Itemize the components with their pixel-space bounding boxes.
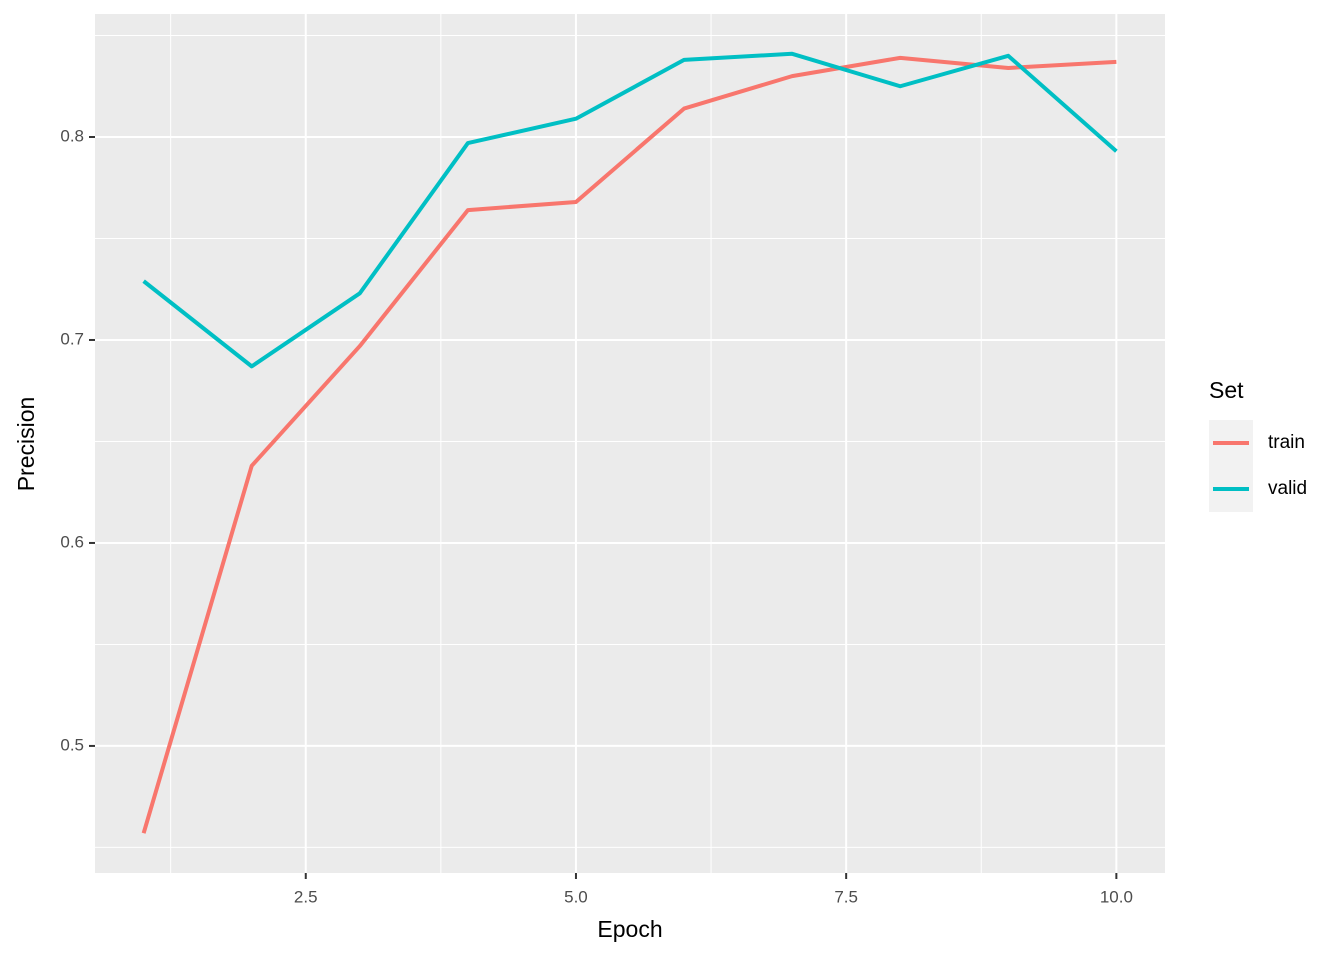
axes: 2.5 5.0 7.5 10.0 0.5 0.6 0.7 0.8 xyxy=(60,126,1133,906)
legend: Set train valid xyxy=(1209,377,1307,512)
legend-title: Set xyxy=(1209,377,1244,403)
lines xyxy=(141,51,1118,834)
legend-label: train xyxy=(1268,432,1305,453)
y-axis-title: Precision xyxy=(13,397,39,492)
y-tick-label: 0.8 xyxy=(60,126,84,145)
x-tick-label: 7.5 xyxy=(834,887,858,906)
x-tick-label: 2.5 xyxy=(294,887,318,906)
x-axis-title: Epoch xyxy=(597,916,662,942)
y-tick-label: 0.7 xyxy=(60,329,84,348)
series-line xyxy=(141,55,1117,834)
y-tick-label: 0.6 xyxy=(60,532,84,551)
y-tick-label: 0.5 xyxy=(60,735,84,754)
x-tick-label: 10.0 xyxy=(1100,887,1133,906)
x-tick-label: 5.0 xyxy=(564,887,588,906)
grid xyxy=(95,14,1165,873)
series-line xyxy=(142,51,1118,369)
panel xyxy=(95,14,1165,873)
legend-label: valid xyxy=(1268,478,1307,499)
